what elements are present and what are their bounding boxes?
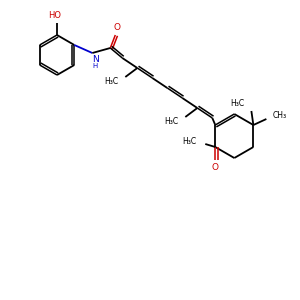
Text: H₃C: H₃C [104, 76, 118, 85]
Text: CH₃: CH₃ [272, 110, 286, 119]
Text: O: O [212, 163, 219, 172]
Text: H₃C: H₃C [164, 116, 178, 125]
Text: HO: HO [49, 11, 62, 20]
Text: H: H [93, 63, 98, 69]
Text: H₃C: H₃C [182, 137, 196, 146]
Text: N: N [92, 56, 99, 64]
Text: H₃C: H₃C [230, 100, 244, 109]
Text: O: O [114, 22, 121, 32]
